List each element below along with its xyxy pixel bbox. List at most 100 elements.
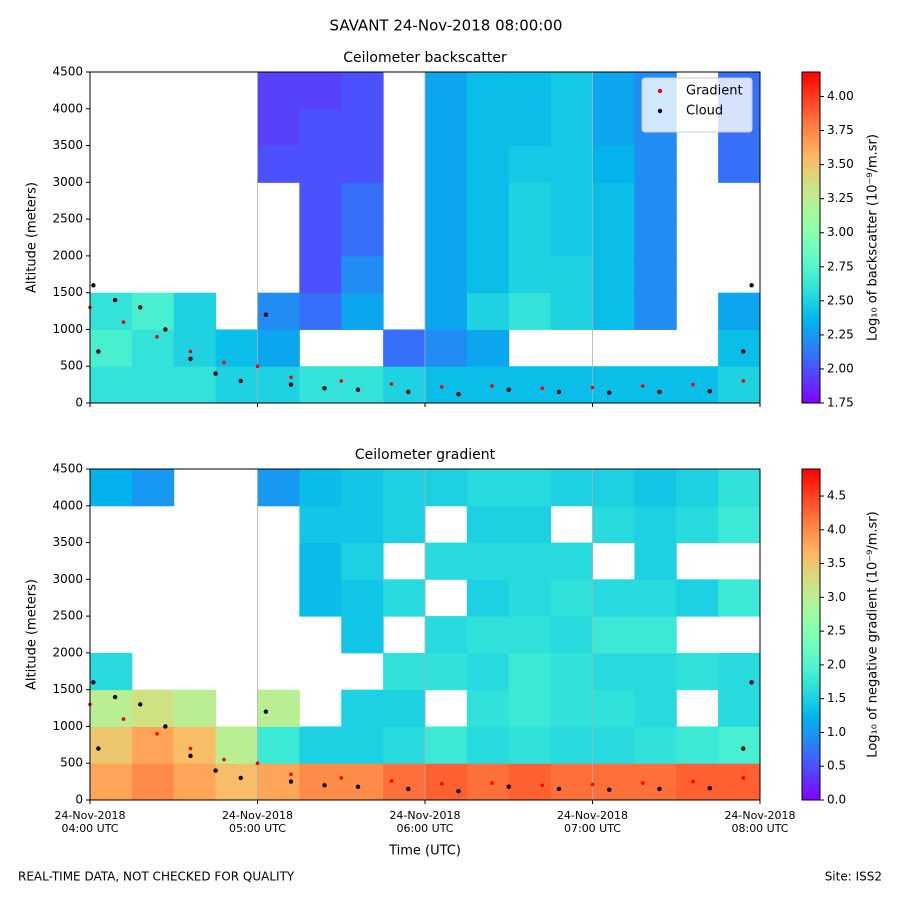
heatmap-cell [466, 689, 510, 727]
heatmap-cell [676, 366, 719, 404]
heatmap-cell [550, 182, 593, 220]
heatmap-cell [676, 763, 719, 801]
heatmap-cell [718, 366, 761, 404]
heatmap-cell [466, 366, 510, 404]
subplot-title: Ceilometer backscatter [343, 50, 507, 66]
heatmap-cell [634, 579, 677, 617]
scatter-point [188, 753, 193, 759]
heatmap-cell [634, 469, 677, 507]
scatter-point [749, 283, 754, 288]
x-tick-label: 24-Nov-2018 04:00 UTC [54, 809, 126, 835]
heatmap-cell [257, 145, 300, 183]
heatmap-cell [173, 292, 217, 330]
y-axis-label: Altitude (meters) [25, 579, 40, 690]
heatmap-cell [299, 219, 342, 257]
heatmap-cell [634, 366, 677, 404]
heatmap-cell [634, 616, 677, 654]
heatmap-cell [634, 292, 677, 330]
scatter-point [222, 360, 226, 365]
colorbar-tick-label: 4.00 [827, 89, 854, 103]
heatmap-cell [550, 108, 593, 147]
scatter-point [741, 379, 746, 383]
heatmap-cell [634, 726, 677, 764]
colorbar-tick-label: 2.50 [827, 293, 854, 307]
heatmap-cell [466, 182, 510, 220]
heatmap-cell [508, 726, 552, 764]
scatter-point [155, 335, 159, 339]
colorbar-tick-label: 4.5 [827, 489, 846, 503]
heatmap-cell [676, 505, 719, 544]
heatmap-cell [466, 255, 510, 294]
colorbar-tick-label: 1.5 [827, 691, 846, 705]
heatmap-cell [592, 182, 635, 220]
heatmap-cell [257, 763, 300, 801]
heatmap-cell [257, 726, 300, 764]
scatter-point [657, 786, 662, 792]
heatmap-cell [425, 329, 468, 367]
heatmap-cell [550, 542, 593, 580]
heatmap-cell [550, 366, 593, 404]
scatter-point [255, 761, 260, 766]
heatmap-cell [299, 182, 342, 220]
heatmap-cell [508, 108, 552, 147]
heatmap-cell [425, 366, 468, 404]
heatmap-cell [173, 726, 217, 764]
heatmap-cell [592, 652, 635, 691]
heatmap-cell [676, 652, 719, 691]
scatter-point [163, 327, 168, 332]
heatmap-cell [718, 689, 761, 727]
heatmap-cell [634, 182, 677, 220]
heatmap-cell [466, 145, 510, 183]
heatmap-cell [592, 726, 635, 764]
heatmap-cell [215, 726, 258, 764]
colorbar-tick-label: 4.0 [827, 522, 846, 536]
scatter-point [112, 694, 118, 700]
heatmap-cell [383, 366, 426, 404]
heatmap-cell [90, 689, 133, 727]
colorbar-tick-label: 3.25 [827, 191, 854, 205]
scatter-point [640, 781, 645, 785]
heatmap-cell [425, 219, 468, 257]
scatter-point [238, 775, 243, 781]
heatmap-cell [215, 329, 258, 367]
legend-marker [657, 88, 663, 94]
heatmap-cell [341, 108, 384, 147]
heatmap-cell [466, 652, 510, 691]
scatter-point [439, 385, 444, 389]
heatmap-cell [550, 145, 593, 183]
heatmap-cell [383, 726, 426, 764]
colorbar-tick-label: 0.5 [827, 759, 846, 773]
heatmap-cell [466, 726, 510, 764]
scatter-point [506, 784, 511, 789]
heatmap-cell [634, 652, 677, 691]
heatmap-cell [718, 763, 761, 801]
heatmap-cell [592, 689, 635, 727]
heatmap-cell [550, 292, 593, 330]
plot-frame [89, 468, 761, 801]
heatmap-cell [90, 763, 133, 801]
scatter-point [506, 387, 511, 392]
heatmap-cell [257, 689, 300, 727]
scatter-point [406, 786, 411, 792]
heatmap-cell [508, 182, 552, 220]
heatmap-cell [718, 329, 761, 367]
y-tick-label: 2000 [52, 645, 83, 659]
heatmap-cell [718, 292, 761, 330]
scatter-point [238, 378, 243, 384]
heatmap-cell [257, 329, 300, 367]
heatmap-cell [299, 292, 342, 330]
heatmap-cell [257, 108, 300, 147]
heatmap-cell [718, 469, 761, 507]
scatter-point [96, 349, 101, 354]
heatmap-cell [341, 726, 384, 764]
scatter-point [213, 768, 218, 773]
y-tick-label: 2000 [52, 248, 83, 262]
heatmap-cell [466, 579, 510, 617]
scatter-point [339, 379, 344, 383]
heatmap-cell [550, 616, 593, 654]
x-tick-label: 24-Nov-2018 06:00 UTC [389, 809, 461, 835]
heatmap-cell [425, 726, 468, 764]
heatmap-cell [550, 652, 593, 691]
heatmap-cell [173, 329, 217, 367]
